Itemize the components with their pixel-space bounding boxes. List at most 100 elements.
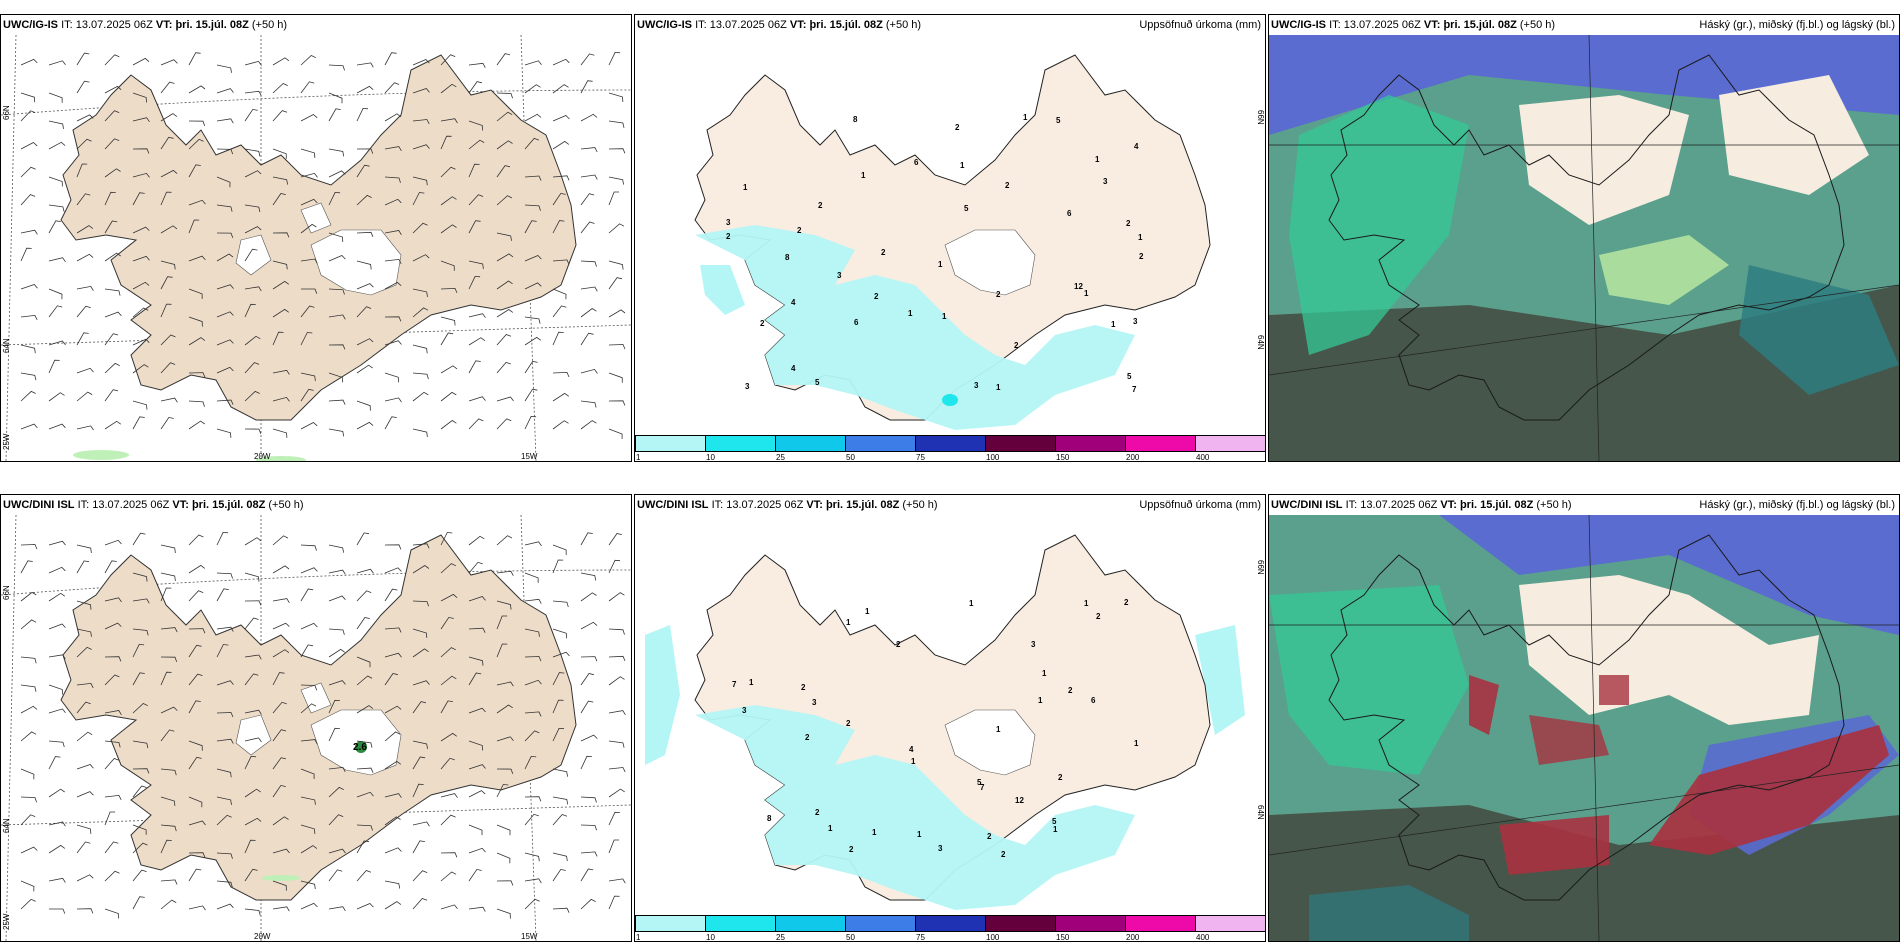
panel-dini-wind: UWC/DINI ISL IT: 13.07.2025 06Z VT: þri.… [0, 494, 632, 942]
wind-barb [524, 282, 542, 290]
wind-barb [48, 740, 65, 748]
wind-barb [132, 400, 148, 410]
wind-barb [244, 204, 261, 213]
wind-barb [608, 223, 625, 234]
wind-barb [580, 851, 598, 857]
wind-barb [76, 163, 88, 178]
wind-barb [608, 344, 626, 350]
colorbar-tick: 75 [916, 453, 925, 462]
wind-barb [440, 871, 457, 882]
wind-barb [160, 81, 175, 94]
wind-barb [496, 681, 514, 687]
lon-label-20w: 20W [254, 932, 271, 941]
wind-barb [132, 532, 146, 546]
wind-barb [580, 621, 598, 630]
precip-value-label: 3 [837, 271, 842, 280]
wind-barb [468, 62, 486, 68]
wind-barb [216, 253, 234, 262]
wind-barb [412, 192, 425, 206]
lat-label-66n: 66N [1256, 560, 1265, 575]
panel-title: UWC/IG-IS IT: 13.07.2025 06Z VT: þri. 15… [637, 19, 922, 31]
precip-value-label: 1 [1042, 669, 1047, 678]
cloud-map [1269, 35, 1899, 461]
wind-barb [580, 174, 598, 180]
precip-value-label: 1 [749, 678, 754, 687]
precip-value-label: 3 [1031, 640, 1036, 649]
wind-barb [20, 166, 36, 178]
precip-value-label: 1 [1138, 233, 1143, 242]
wind-barb [384, 673, 398, 686]
wind-barb [104, 841, 119, 854]
wind-barb [440, 316, 456, 326]
wind-barb [412, 144, 430, 150]
wind-barb [244, 335, 261, 346]
wind-barb [580, 796, 597, 803]
wind-barb [188, 534, 204, 546]
colorbar-swatch [915, 915, 986, 932]
wind-barb [132, 148, 150, 154]
wind-barb [524, 755, 537, 770]
wind-barb [468, 163, 480, 178]
wind-barb [608, 277, 623, 290]
colorbar-swatch [775, 915, 846, 932]
wind-barb [216, 339, 234, 346]
wind-barb [440, 118, 458, 124]
precip-value-label: 8 [853, 115, 858, 124]
wind-barb [580, 868, 594, 882]
wind-barb [440, 135, 452, 150]
wind-barb [301, 288, 318, 294]
wind-barb [132, 672, 145, 686]
wind-barb [300, 845, 318, 854]
wind-barb [440, 852, 458, 858]
wind-barb [356, 675, 373, 686]
lon-label-15w: 15W [521, 932, 538, 941]
wind-barb [49, 908, 66, 914]
wind-barb [48, 392, 65, 402]
wind-barb [356, 656, 371, 668]
wind-barb [608, 710, 626, 716]
lat-label-25w: 25W [2, 913, 11, 930]
wind-barb [188, 372, 206, 378]
panel-ig-wind: UWC/IG-IS IT: 13.07.2025 06Z VT: þri. 15… [0, 14, 632, 462]
wind-barb [328, 906, 346, 912]
cloud-map [1269, 515, 1899, 941]
wind-barb [552, 699, 564, 714]
precip-value-label: 1 [938, 260, 943, 269]
wind-barb [104, 710, 122, 716]
wind-barb [160, 416, 174, 430]
precip-value-label: 5 [1052, 817, 1057, 826]
wind-barb [328, 288, 345, 295]
wind-barb [272, 148, 287, 159]
wind-barb [384, 847, 402, 854]
wind-barb [580, 260, 597, 267]
wind-barb [356, 903, 374, 910]
precip-values: 1221232111216621338651445532345782222231… [726, 113, 1144, 394]
wind-barb [48, 141, 66, 150]
wind-barb [552, 192, 566, 206]
wind-barb [300, 223, 317, 234]
wind-barb [608, 191, 620, 206]
wind-barb [48, 592, 66, 602]
wind-barb [412, 254, 430, 262]
wind-barb [272, 369, 290, 375]
wind-barb [328, 766, 346, 772]
wind-barb [188, 138, 204, 150]
wind-barb [412, 222, 428, 234]
wind-barb [104, 168, 121, 178]
wind-barb [328, 428, 345, 437]
precip-value-label: 7 [980, 783, 985, 792]
wind-barb [328, 372, 343, 383]
wind-barb [580, 332, 594, 346]
precip-value-label: 3 [938, 844, 943, 853]
wind-barb [356, 870, 372, 882]
wind-barb [440, 54, 456, 66]
wind-barb [160, 169, 178, 178]
wind-barb [580, 755, 592, 770]
wind-barb [188, 628, 206, 634]
wind-barb [300, 567, 318, 574]
precip-value-label: 2 [801, 683, 806, 692]
wind-barb [104, 54, 120, 66]
wind-barb [524, 679, 542, 686]
wind-barb [524, 137, 540, 150]
precip-value-label: 2 [1096, 612, 1101, 621]
